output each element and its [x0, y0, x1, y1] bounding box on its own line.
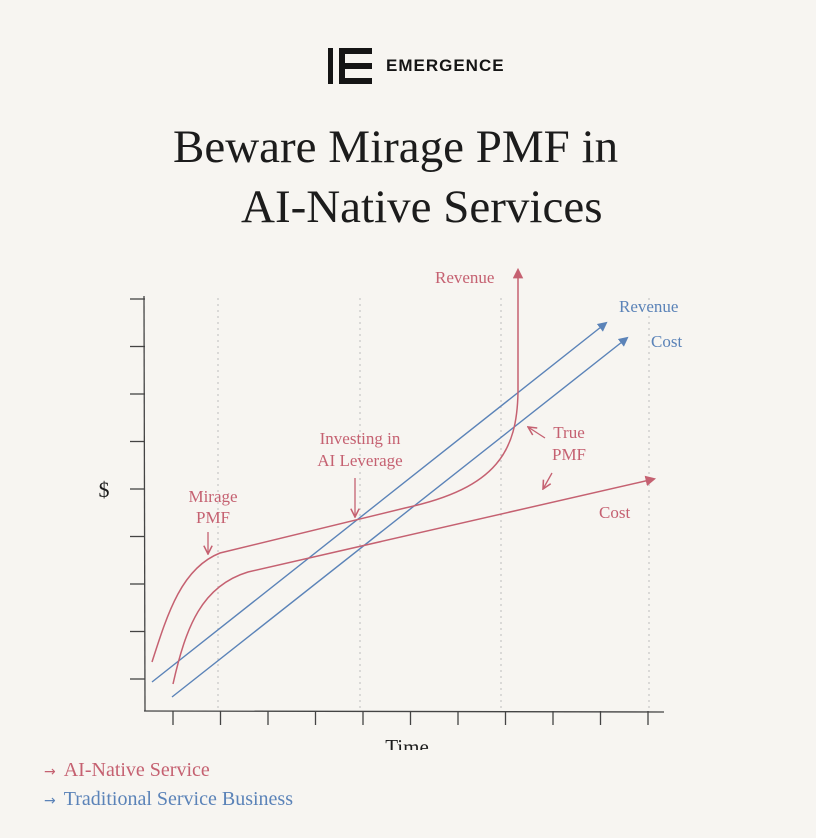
- emergence-logo-icon: [328, 48, 372, 84]
- traditional-revenue-label: Revenue: [619, 297, 678, 316]
- traditional-revenue-line: [151, 321, 608, 683]
- traditional-cost-line: [171, 336, 629, 698]
- arrow-right-icon: →: [44, 793, 56, 809]
- ai-native-revenue-line: [151, 267, 524, 663]
- true-pmf-pointer-arrow: [528, 427, 546, 439]
- mirage-pmf-annotation-line-1: Mirage: [188, 487, 237, 506]
- y-axis-label: $: [99, 477, 110, 502]
- page-title-line-2: AI-Native Services: [241, 181, 603, 233]
- ai-native-cost-label: Cost: [599, 503, 630, 522]
- true-pmf-annotation-line-1: True: [553, 423, 585, 442]
- x-axis: [143, 710, 665, 713]
- y-axis-ticks: [130, 298, 145, 680]
- legend-label: Traditional Service Business: [63, 788, 293, 810]
- traditional-cost-label: Cost: [651, 332, 682, 351]
- legend: → AI-Native Service → Traditional Service …: [44, 756, 293, 814]
- ai-native-cost-line: [172, 475, 657, 685]
- arrow-right-icon: →: [44, 764, 56, 780]
- x-axis-label: Time: [385, 735, 429, 750]
- investing-annotation-line-1: Investing in: [320, 429, 401, 448]
- page-title-line-1: Beware Mirage PMF in: [173, 121, 619, 173]
- ai-native-revenue-label: Revenue: [435, 268, 494, 287]
- true-pmf-annotation-line-2: PMF: [552, 445, 586, 464]
- legend-item-traditional: → Traditional Service Business: [44, 785, 293, 814]
- investing-annotation-line-2: AI Leverage: [317, 451, 402, 470]
- x-axis-ticks: [172, 711, 649, 725]
- pmf-diagram: Revenue Cost Revenue Cost Mirage PMF Inv…: [99, 267, 682, 750]
- legend-label: AI-Native Service: [63, 759, 210, 781]
- mirage-pmf-annotation-line-2: PMF: [196, 508, 230, 527]
- cost-pointer-arrow: [543, 472, 553, 489]
- brand-name: EMERGENCE: [386, 56, 505, 75]
- legend-item-ai-native: → AI-Native Service: [44, 756, 293, 785]
- y-axis: [143, 295, 146, 712]
